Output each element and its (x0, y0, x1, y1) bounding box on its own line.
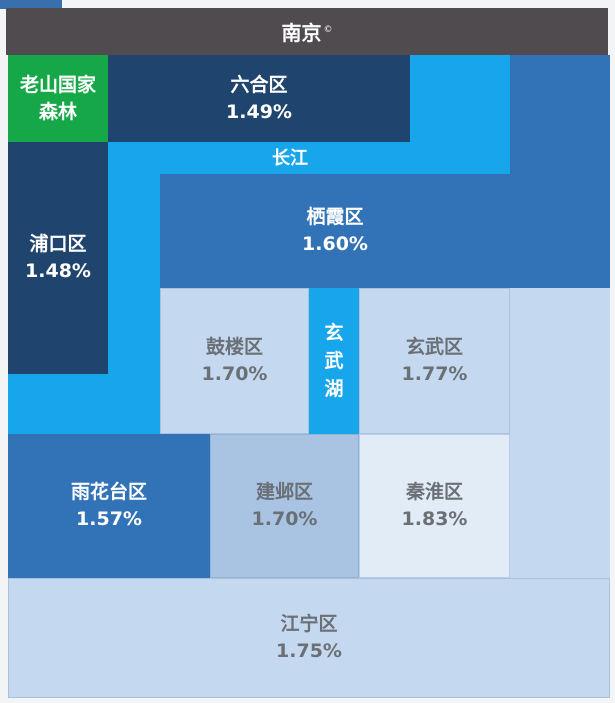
east-region-upper (510, 55, 610, 288)
corner-tab (0, 0, 62, 9)
xuanwu-lake-char1: 玄 (324, 322, 344, 344)
region-xuanwu: 玄武区 1.77% (359, 288, 510, 434)
yangtze-river-southwest (8, 374, 160, 434)
pukou-name: 浦口区 (29, 233, 87, 255)
laoshan-label-line2: 森林 (38, 100, 77, 123)
qinhuai-rate: 1.83% (401, 508, 468, 530)
region-jianye: 建邺区 1.70% (210, 434, 359, 578)
title-mark: © (323, 24, 333, 35)
region-jiangning: 江宁区 1.75% (8, 578, 610, 698)
region-yuhuatai: 雨花台区 1.57% (8, 434, 210, 578)
xuanwu-lake: 玄 武 湖 (309, 288, 359, 434)
xuanwu-name: 玄武区 (405, 336, 463, 358)
gulou-name: 鼓楼区 (205, 336, 263, 358)
pukou-rate: 1.48% (25, 260, 91, 282)
qixia-rate: 1.60% (302, 233, 368, 255)
map-title: 南京 (281, 21, 322, 45)
liuhe-rate: 1.49% (226, 100, 292, 123)
region-qinhuai: 秦淮区 1.83% (359, 434, 510, 578)
region-qixia: 栖霞区 1.60% (160, 174, 510, 288)
jiangning-rate: 1.75% (276, 640, 342, 662)
jianye-name: 建邺区 (255, 481, 313, 503)
region-pukou: 浦口区 1.48% (8, 142, 108, 374)
region-liuhe: 六合区 1.49% (108, 55, 410, 142)
gulou-rate: 1.70% (201, 363, 268, 385)
east-region-lower (510, 288, 610, 578)
region-gulou: 鼓楼区 1.70% (160, 288, 309, 434)
qixia-name: 栖霞区 (306, 206, 364, 228)
yuhuatai-name: 雨花台区 (70, 481, 147, 503)
xuanwu-lake-char3: 湖 (324, 378, 344, 400)
xuanwu-lake-char2: 武 (324, 350, 344, 372)
yangtze-river-band (108, 142, 510, 174)
region-laoshan-forest: 老山国家 森林 (8, 55, 108, 142)
laoshan-label-line1: 老山国家 (19, 73, 96, 96)
liuhe-name: 六合区 (230, 73, 288, 96)
changjiang-label: 长江 (272, 147, 308, 169)
jianye-rate: 1.70% (251, 508, 318, 530)
jiangning-name: 江宁区 (280, 613, 338, 635)
qinhuai-name: 秦淮区 (405, 481, 463, 503)
map-title-bar: 南京 © (6, 8, 608, 55)
xuanwu-rate: 1.77% (401, 363, 468, 385)
yuhuatai-rate: 1.57% (76, 508, 142, 530)
